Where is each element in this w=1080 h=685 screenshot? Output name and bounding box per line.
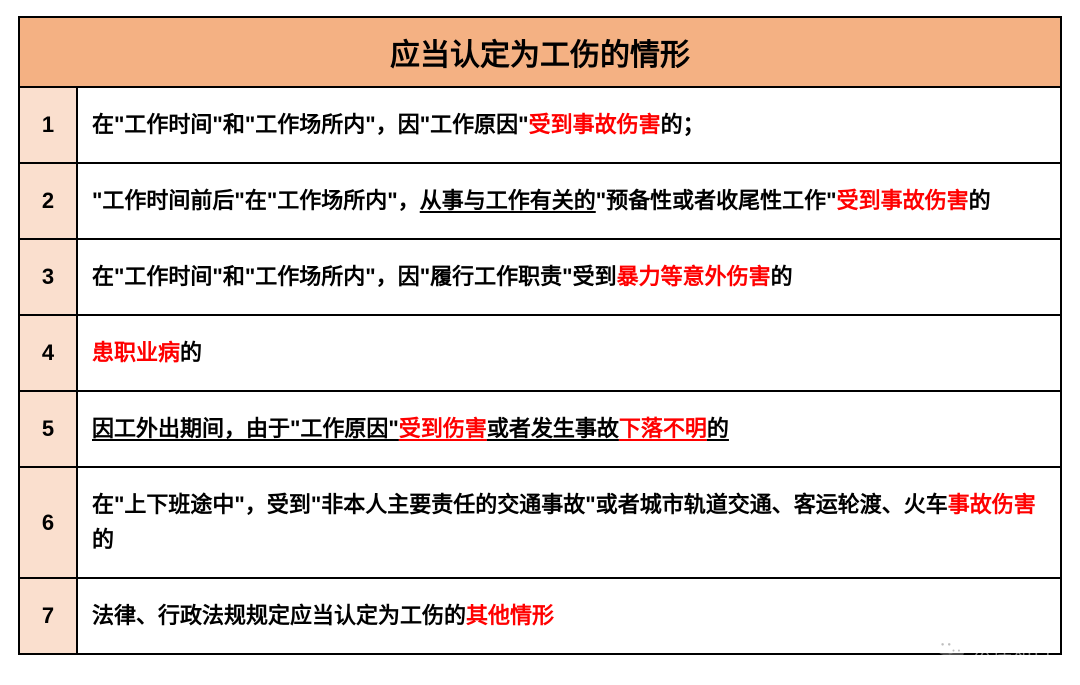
- row-text: 在"上下班途中"，受到"非本人主要责任的交通事故"或者城市轨道交通、客运轮渡、火…: [77, 467, 1061, 577]
- row-number: 2: [19, 163, 77, 239]
- text-segment: "工作时间前后"在"工作场所内"，: [92, 188, 420, 213]
- text-segment: 的: [771, 264, 793, 289]
- text-segment: 患职业病: [92, 340, 180, 365]
- row-number: 6: [19, 467, 77, 577]
- table-row: 4患职业病的: [19, 315, 1061, 391]
- row-number: 4: [19, 315, 77, 391]
- text-segment: 在"上下班途中"，受到"非本人主要责任的交通事故"或者城市轨道交通、客运轮渡、火…: [92, 492, 948, 517]
- text-segment: 事故伤害: [948, 492, 1036, 517]
- text-segment: 的: [707, 416, 729, 441]
- table-row: 7法律、行政法规规定应当认定为工伤的其他情形: [19, 578, 1061, 654]
- row-text: 因工外出期间，由于"工作原因"受到伤害或者发生事故下落不明的: [77, 391, 1061, 467]
- row-text: 法律、行政法规规定应当认定为工伤的其他情形: [77, 578, 1061, 654]
- table-row: 2"工作时间前后"在"工作场所内"，从事与工作有关的"预备性或者收尾性工作"受到…: [19, 163, 1061, 239]
- text-segment: 暴力等意外伤害: [617, 264, 771, 289]
- text-segment: 下落不明: [619, 416, 707, 441]
- row-text: 在"工作时间"和"工作场所内"，因"履行工作职责"受到暴力等意外伤害的: [77, 239, 1061, 315]
- table-row: 6 在"上下班途中"，受到"非本人主要责任的交通事故"或者城市轨道交通、客运轮渡、…: [19, 467, 1061, 577]
- text-segment: 的: [969, 188, 991, 213]
- text-segment: "预备性或者收尾性工作": [596, 188, 837, 213]
- text-segment: 在"工作时间"和"工作场所内"，因"工作原因": [92, 112, 529, 137]
- text-segment: 或者发生事故: [487, 416, 619, 441]
- text-segment: 受到事故伤害: [837, 188, 969, 213]
- row-number: 5: [19, 391, 77, 467]
- row-text: "工作时间前后"在"工作场所内"，从事与工作有关的"预备性或者收尾性工作"受到事…: [77, 163, 1061, 239]
- table-row: 1在"工作时间"和"工作场所内"，因"工作原因"受到事故伤害的；: [19, 87, 1061, 163]
- text-segment: 法律、行政法规规定应当认定为工伤的: [92, 603, 466, 628]
- table-row: 3在"工作时间"和"工作场所内"，因"履行工作职责"受到暴力等意外伤害的: [19, 239, 1061, 315]
- row-text: 在"工作时间"和"工作场所内"，因"工作原因"受到事故伤害的；: [77, 87, 1061, 163]
- text-segment: 在"工作时间"和"工作场所内"，因"履行工作职责"受到: [92, 264, 617, 289]
- text-segment: 的: [180, 340, 202, 365]
- row-number: 7: [19, 578, 77, 654]
- table-title: 应当认定为工伤的情形: [19, 17, 1061, 87]
- text-segment: 的: [92, 527, 114, 552]
- text-segment: 从事与工作有关的: [420, 188, 596, 213]
- row-number: 3: [19, 239, 77, 315]
- text-segment: 受到事故伤害: [529, 112, 661, 137]
- work-injury-table: 应当认定为工伤的情形 1在"工作时间"和"工作场所内"，因"工作原因"受到事故伤…: [18, 16, 1062, 655]
- row-text: 患职业病的: [77, 315, 1061, 391]
- text-segment: 其他情形: [466, 603, 554, 628]
- table-row: 5因工外出期间，由于"工作原因"受到伤害或者发生事故下落不明的: [19, 391, 1061, 467]
- text-segment: 因工外出期间，由于"工作原因": [92, 416, 399, 441]
- text-segment: 受到伤害: [399, 416, 487, 441]
- text-segment: 的；: [661, 112, 705, 137]
- table-body: 1在"工作时间"和"工作场所内"，因"工作原因"受到事故伤害的；2"工作时间前后…: [19, 87, 1061, 654]
- row-number: 1: [19, 87, 77, 163]
